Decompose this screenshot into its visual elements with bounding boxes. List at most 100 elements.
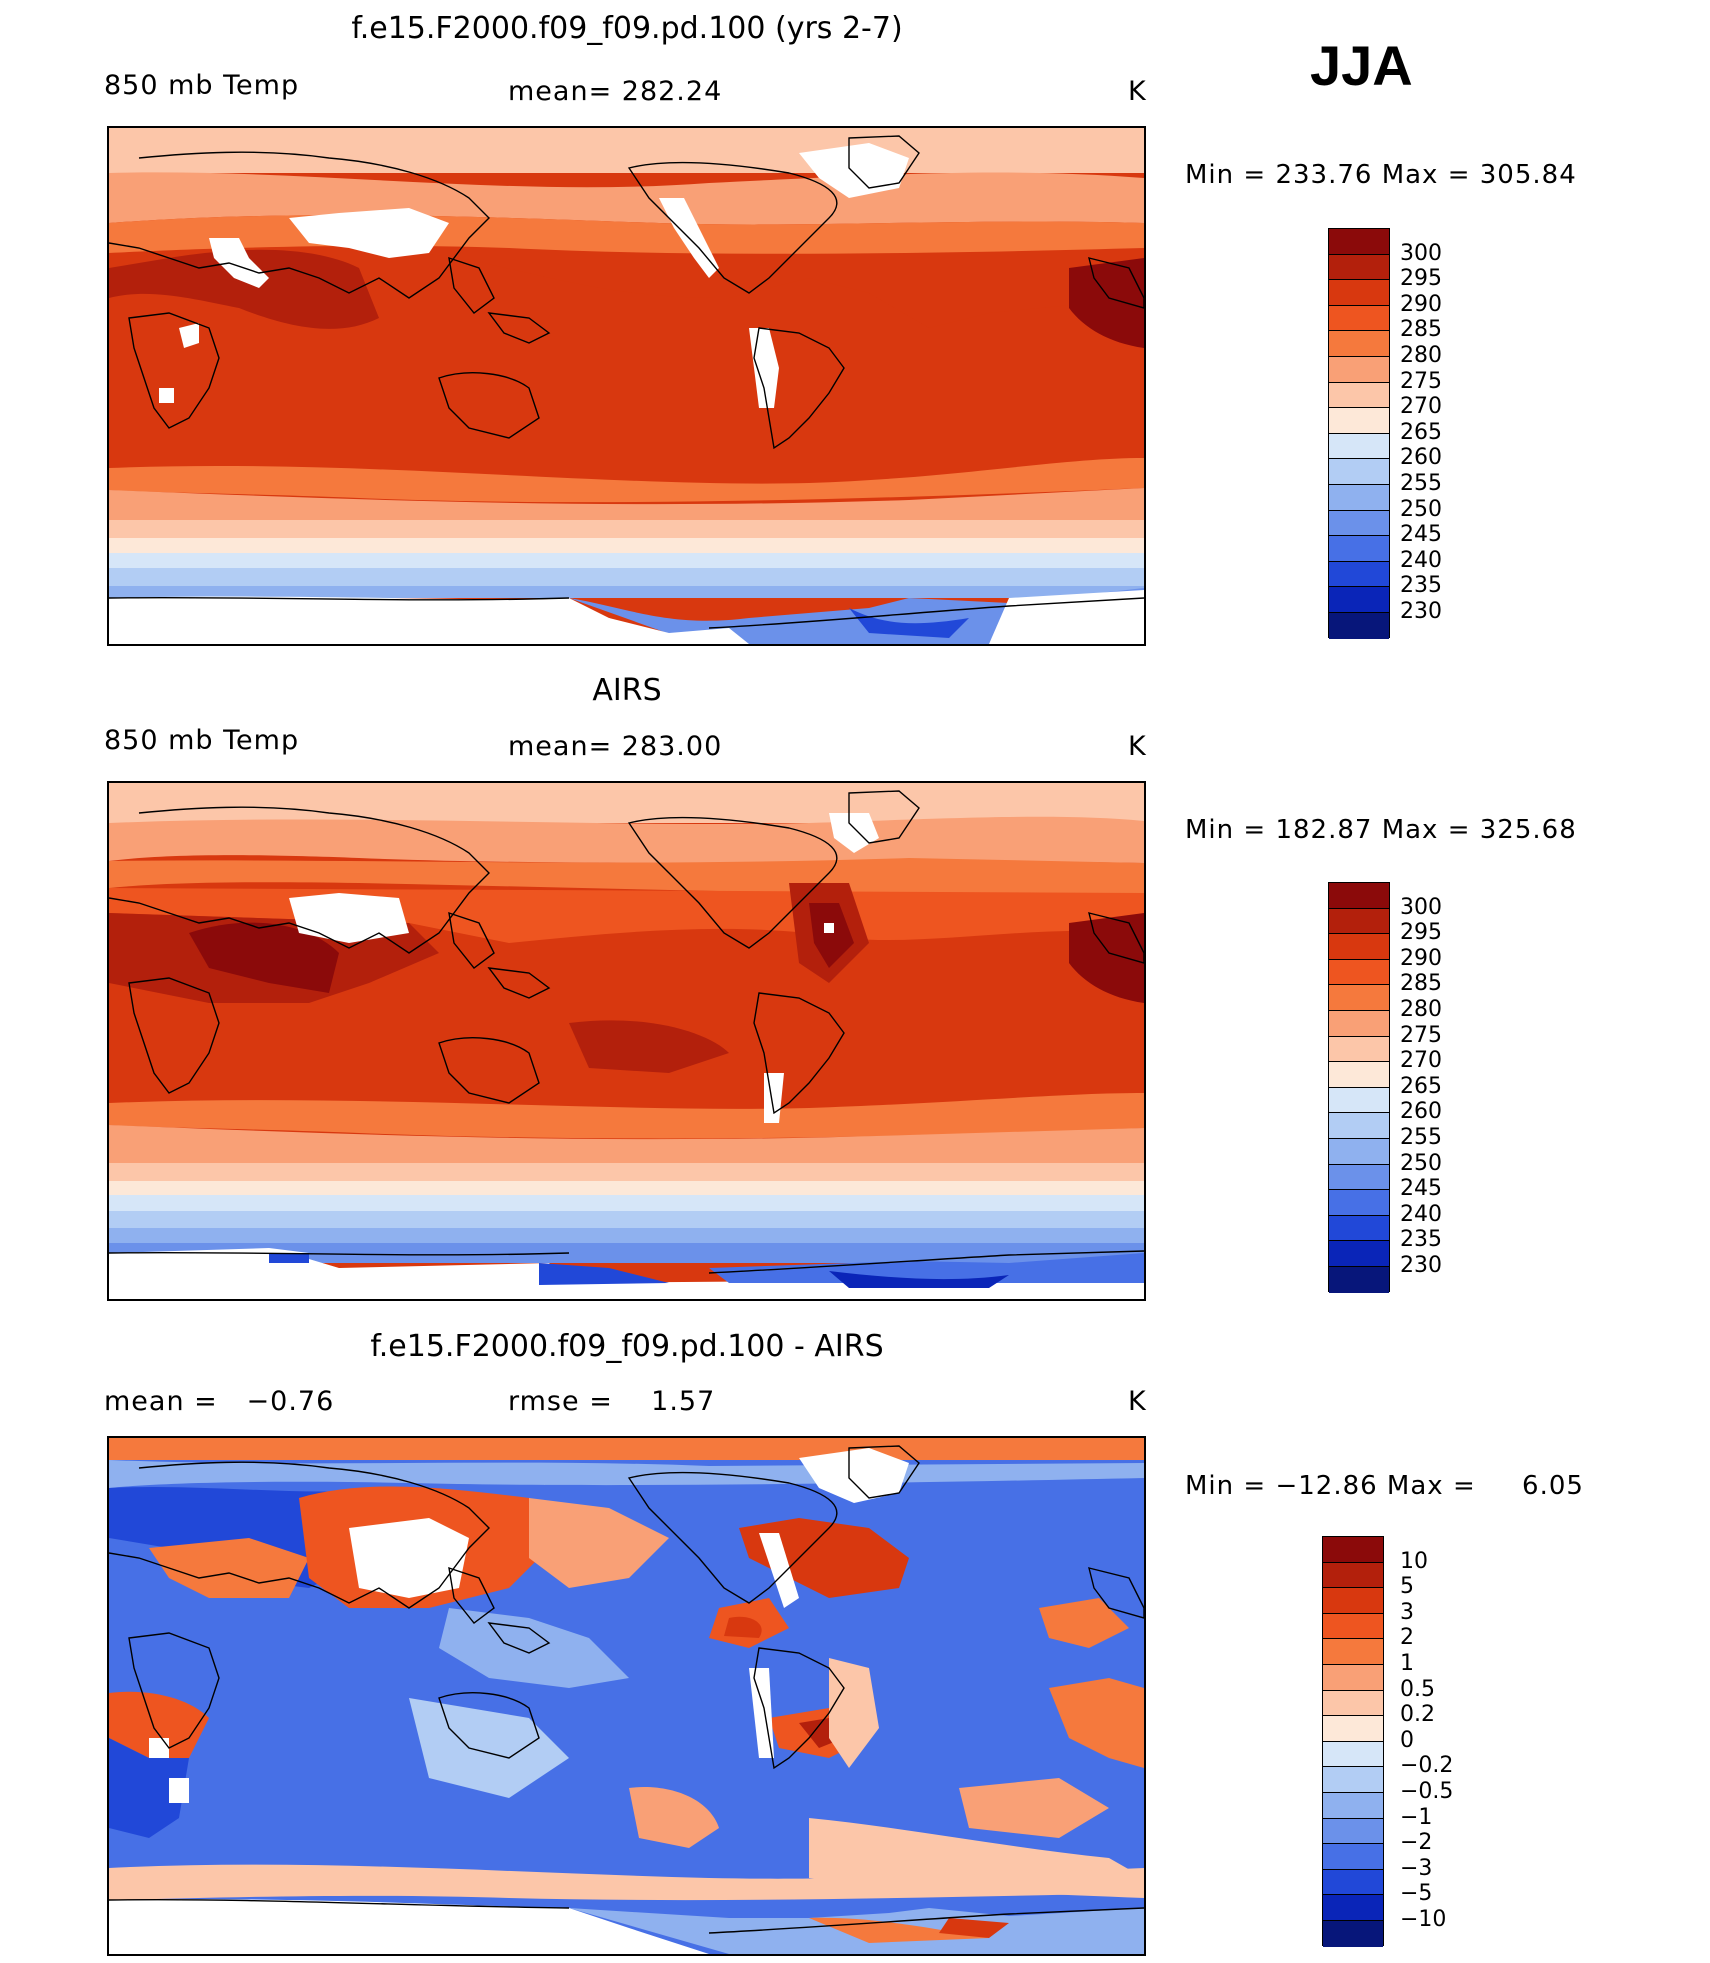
panel-title: AIRS xyxy=(592,673,662,708)
colorbar-tick-label: 250 xyxy=(1400,496,1442,522)
min-max-label: Min = 182.87 Max = 325.68 xyxy=(1185,815,1577,845)
panel-title: f.e15.F2000.f09_f09.pd.100 (yrs 2-7) xyxy=(351,11,903,46)
colorbar-swatch xyxy=(1323,1716,1383,1742)
colorbar-swatch xyxy=(1329,433,1389,460)
colorbar-tick-label: 5 xyxy=(1400,1574,1414,1600)
colorbar-tick-label: 270 xyxy=(1400,394,1442,420)
colorbar-swatch xyxy=(1329,1113,1389,1139)
colorbar-swatch xyxy=(1329,1087,1389,1114)
colorbar-swatch xyxy=(1329,485,1389,511)
colorbar-tick-label: −5 xyxy=(1400,1881,1433,1907)
colorbar-tick-label: 295 xyxy=(1400,266,1442,292)
colorbar-tick-label: 275 xyxy=(1400,1022,1442,1048)
colorbar-swatch xyxy=(1329,985,1389,1011)
colorbar-tick-label: 2 xyxy=(1400,1625,1414,1651)
colorbar-tick-label: 230 xyxy=(1400,599,1442,624)
colorbar-swatch xyxy=(1329,934,1389,960)
colorbar-tick-label: 0.5 xyxy=(1400,1676,1435,1702)
colorbar-tick-label: 240 xyxy=(1400,547,1442,573)
colorbar-tick-label: 240 xyxy=(1400,1201,1442,1227)
variable-label: 850 mb Temp xyxy=(104,70,300,101)
colorbar-tick-label: 260 xyxy=(1400,1099,1442,1125)
colorbar-tick-label: 300 xyxy=(1400,894,1442,920)
colorbar-tick-label: −2 xyxy=(1400,1830,1433,1856)
map-diff xyxy=(107,1436,1146,1956)
map-obs xyxy=(107,781,1146,1301)
rmse-label: rmse = 1.57 xyxy=(508,1386,716,1417)
colorbar-swatch xyxy=(1329,1164,1389,1191)
colorbar-swatch xyxy=(1323,1639,1383,1665)
colorbar-tick-label: 300 xyxy=(1400,240,1442,266)
min-max-label: Min = 233.76 Max = 305.84 xyxy=(1185,160,1577,190)
colorbar-tick-label: 245 xyxy=(1400,522,1442,548)
colorbar-tick-label: 280 xyxy=(1400,997,1442,1022)
colorbar-swatch xyxy=(1329,1241,1389,1267)
colorbar-tick-label: −0.2 xyxy=(1400,1753,1454,1779)
season-label: JJA xyxy=(1310,34,1413,97)
colorbar-swatch xyxy=(1323,1613,1383,1640)
colorbar-swatch xyxy=(1329,459,1389,485)
colorbar-swatch xyxy=(1329,613,1389,639)
panel-title: f.e15.F2000.f09_f09.pd.100 - AIRS xyxy=(370,1329,884,1364)
mean-label: mean= 282.24 xyxy=(508,76,723,107)
colorbar-swatch xyxy=(1329,536,1389,562)
min-max-label: Min = −12.86 Max = 6.05 xyxy=(1185,1471,1584,1501)
colorbar-tick-label: 235 xyxy=(1400,573,1442,599)
variable-label: 850 mb Temp xyxy=(104,725,300,756)
colorbar-tick-label: 295 xyxy=(1400,920,1442,946)
colorbar-tick-label: 1 xyxy=(1400,1651,1414,1676)
colorbar-tick-label: 285 xyxy=(1400,971,1442,997)
colorbar-swatch xyxy=(1323,1818,1383,1845)
colorbar-tick-label: 3 xyxy=(1400,1599,1414,1625)
colorbar-tick-label: 285 xyxy=(1400,317,1442,343)
colorbar-swatch xyxy=(1323,1665,1383,1691)
colorbar-swatch xyxy=(1329,587,1389,613)
colorbar-tick-label: 275 xyxy=(1400,368,1442,394)
colorbar-swatch xyxy=(1329,883,1389,909)
mean-label: mean= 283.00 xyxy=(508,731,723,762)
colorbar-swatches xyxy=(1322,1536,1384,1947)
colorbar-swatch xyxy=(1329,510,1389,537)
colorbar-swatch xyxy=(1323,1793,1383,1819)
colorbar-swatch xyxy=(1323,1588,1383,1614)
colorbar-swatch xyxy=(1329,357,1389,383)
colorbar-tick-label: 235 xyxy=(1400,1227,1442,1253)
temperature-field xyxy=(109,128,1144,644)
colorbar-tick-label: 265 xyxy=(1400,419,1442,445)
colorbar-tick-label: 290 xyxy=(1400,945,1442,971)
colorbar-swatch xyxy=(1329,1011,1389,1037)
colorbar-tick-label: 245 xyxy=(1400,1176,1442,1202)
colorbar-swatch xyxy=(1323,1844,1383,1870)
colorbar-tick-label: −0.5 xyxy=(1400,1779,1454,1804)
colorbar-tick-label: 255 xyxy=(1400,1125,1442,1150)
colorbar-swatch xyxy=(1329,908,1389,935)
colorbar-swatch xyxy=(1329,959,1389,986)
colorbar-tick-label: 290 xyxy=(1400,291,1442,317)
colorbar-swatch xyxy=(1329,1267,1389,1293)
colorbar-swatch xyxy=(1329,1190,1389,1216)
colorbar-swatch xyxy=(1323,1921,1383,1947)
units-label: K xyxy=(1128,731,1147,762)
colorbar-tick-label: 230 xyxy=(1400,1253,1442,1278)
temperature-field xyxy=(109,783,1144,1299)
colorbar-tick-label: 255 xyxy=(1400,471,1442,496)
colorbar-swatch xyxy=(1329,1139,1389,1165)
colorbar-swatch xyxy=(1329,229,1389,255)
colorbar-tick-label: −3 xyxy=(1400,1855,1433,1881)
colorbar-swatch xyxy=(1323,1895,1383,1921)
units-label: K xyxy=(1128,1386,1147,1417)
colorbar-tick-label: 260 xyxy=(1400,445,1442,471)
colorbar-tick-label: 0 xyxy=(1400,1727,1414,1753)
colorbar-tick-label: 270 xyxy=(1400,1048,1442,1074)
colorbar-swatch xyxy=(1329,561,1389,588)
colorbar-swatch xyxy=(1323,1537,1383,1563)
difference-field xyxy=(109,1438,1144,1954)
colorbar-swatch xyxy=(1329,254,1389,281)
colorbar-tick-label: 0.2 xyxy=(1400,1702,1435,1728)
colorbar-swatch xyxy=(1323,1869,1383,1896)
colorbar-swatch xyxy=(1329,331,1389,357)
colorbar-swatch xyxy=(1329,408,1389,434)
colorbar-tick-label: 265 xyxy=(1400,1073,1442,1099)
colorbar-swatch xyxy=(1329,382,1389,409)
colorbar-tick-label: 10 xyxy=(1400,1548,1428,1574)
